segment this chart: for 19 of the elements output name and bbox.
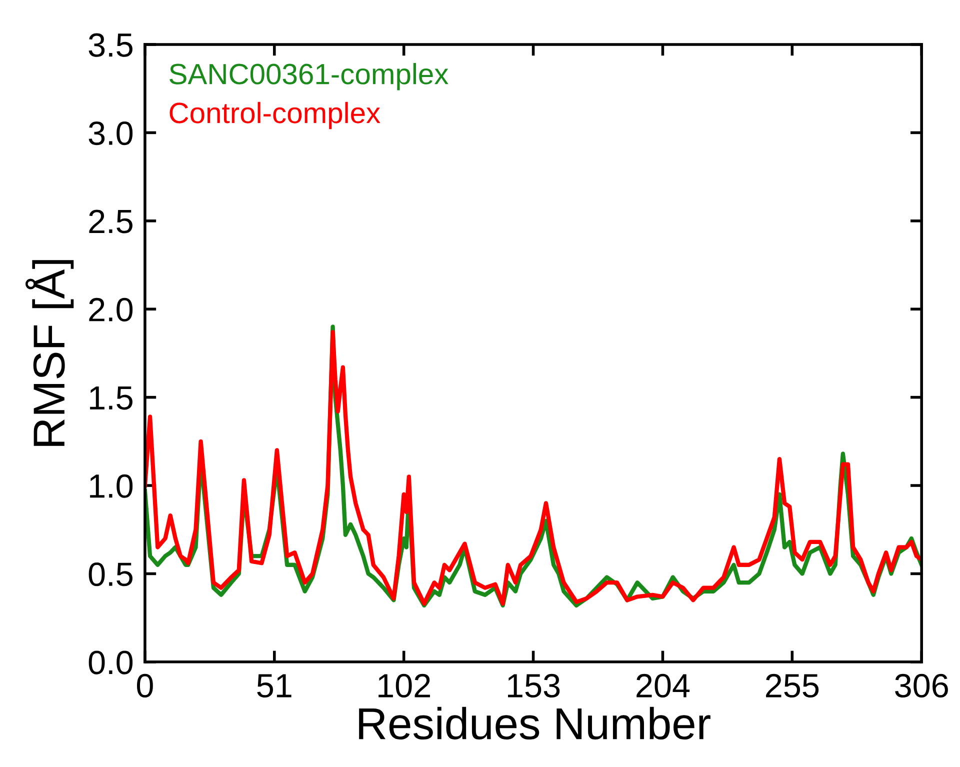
y-tick-label: 3.5 [88, 33, 132, 57]
y-tick-label: 0.5 [88, 562, 132, 586]
x-tick-label: 51 [257, 674, 292, 698]
x-tick-label: 102 [378, 674, 430, 698]
x-tick-label: 153 [508, 674, 560, 698]
x-tick-label: 0 [136, 674, 153, 698]
text: Control-complex [170, 102, 380, 130]
x-tick-label: 255 [766, 674, 819, 698]
y-tick-label: 3.0 [88, 121, 133, 146]
y-tick-label: 1.5 [90, 386, 132, 410]
y-tick-label: 2.5 [89, 210, 132, 234]
x-tick-label: 306 [895, 674, 948, 698]
y-tick-label: 2.0 [89, 298, 133, 322]
y-tick-label: 1.0 [90, 474, 133, 498]
x-axis-title: Residues Number [359, 706, 710, 740]
y-axis-title: RMSF [Å] [25, 260, 74, 446]
y-tick-label: 0.0 [88, 650, 133, 674]
x-tick-label: 204 [636, 674, 690, 698]
text: SANC00361-complex [170, 63, 448, 90]
